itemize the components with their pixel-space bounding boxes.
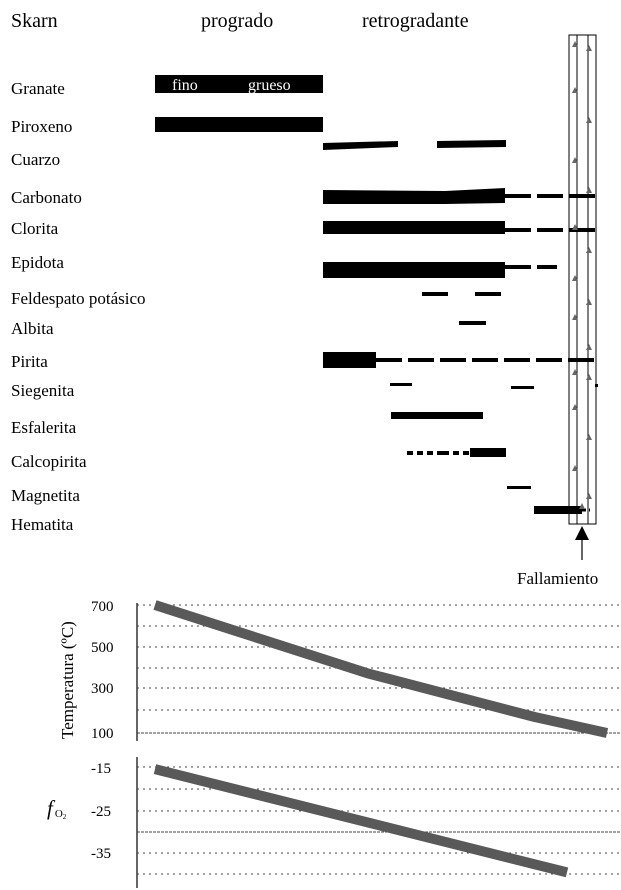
temp-tick-500: 500: [91, 640, 114, 656]
bar-cuarzo-2: [437, 140, 506, 148]
mineral-label-epidota: Epidota: [11, 253, 64, 272]
bar-feldespato-1: [422, 292, 448, 296]
temperature-trend-line: [153, 600, 609, 738]
fault-triangle-icon: [572, 465, 578, 471]
temp-tick-100: 100: [91, 726, 114, 742]
granate-fino-label: fino: [172, 77, 198, 94]
fault-triangle-icon: [572, 275, 578, 281]
fault-triangle-icon: [572, 157, 578, 163]
fo2-trend-line: [153, 764, 569, 878]
header-progrado: progrado: [201, 10, 274, 32]
fo2-label-2: 2: [63, 813, 67, 821]
fo2-tick-minus15: -15: [91, 761, 111, 777]
fault-triangle-icon: [586, 247, 592, 253]
fault-triangle-icon: [586, 117, 592, 123]
fault-triangle-icon: [572, 224, 578, 230]
mineral-label-calcopirita: Calcopirita: [11, 452, 87, 471]
mineral-label-feldespato-potasico: Feldespato potásico: [11, 289, 146, 308]
fault-triangle-icon: [572, 404, 578, 410]
fault-triangle-icon: [572, 87, 578, 93]
bar-siegenita-2: [511, 386, 534, 389]
bar-clorita: [323, 221, 505, 234]
mineral-label-albita: Albita: [11, 319, 54, 338]
bar-feldespato-2: [475, 292, 501, 296]
granate-grueso-label: grueso: [248, 77, 291, 94]
bar-siegenita-1: [390, 383, 412, 386]
fault-triangle-icon: [586, 374, 592, 380]
temp-tick-700: 700: [91, 599, 114, 615]
fault-triangle-icon: [586, 434, 592, 440]
mineral-label-cuarzo: Cuarzo: [11, 150, 61, 169]
mineral-label-siegenita: Siegenita: [11, 381, 75, 400]
mineral-label-pirita: Pirita: [11, 352, 48, 371]
header-retrogradante: retrogradante: [362, 10, 469, 32]
fo2-label-o: O: [55, 808, 63, 820]
fault-arrow: [575, 526, 589, 560]
fo2-tick-minus25: -25: [91, 804, 111, 820]
bar-carbonato: [323, 188, 505, 204]
mineral-label-granate: Granate: [11, 79, 65, 98]
arrow-head-icon: [575, 526, 589, 540]
bar-cuarzo-1: [323, 141, 398, 150]
fault-triangle-icon: [572, 41, 578, 47]
fault-label: Fallamiento: [517, 569, 598, 588]
fault-triangle-icon: [586, 299, 592, 305]
mineral-label-piroxeno: Piroxeno: [11, 117, 73, 136]
fault-triangle-icon: [572, 369, 578, 375]
bar-hematita: [534, 506, 582, 514]
bar-magnetita: [507, 486, 531, 489]
mineral-label-magnetita: Magnetita: [11, 486, 80, 505]
fault-triangle-icon: [586, 45, 592, 51]
fault-triangle-icon: [579, 503, 585, 509]
bar-esfalerita: [391, 412, 483, 419]
bar-albita: [459, 321, 486, 325]
temperature-chart: 700 500 300 100 Temperatura (ºC): [58, 599, 620, 742]
fo2-axis-label: f O2: [47, 796, 67, 821]
temp-tick-300: 300: [91, 681, 114, 697]
fault-column: [568, 34, 597, 525]
fo2-chart: -15 -25 -35 f O2: [47, 757, 620, 888]
fault-triangle-icon: [572, 314, 578, 320]
fault-triangle-icon: [586, 344, 592, 350]
mineral-label-carbonato: Carbonato: [11, 188, 82, 207]
bar-calcopirita: [470, 448, 506, 457]
bar-epidota: [323, 262, 505, 278]
mineral-label-esfalerita: Esfalerita: [11, 418, 77, 437]
bar-pirita: [323, 352, 376, 368]
mineral-label-hematita: Hematita: [11, 515, 74, 534]
mineral-label-clorita: Clorita: [11, 219, 59, 238]
header-skarn: Skarn: [11, 10, 58, 32]
fault-triangle-icon: [586, 187, 592, 193]
bar-piroxeno: [155, 117, 323, 132]
fo2-tick-minus35: -35: [91, 846, 111, 862]
temperature-axis-label: Temperatura (ºC): [58, 621, 77, 739]
fault-triangle-icon: [586, 493, 592, 499]
fo2-label-f: f: [47, 796, 56, 820]
bar-granate: [155, 75, 323, 93]
